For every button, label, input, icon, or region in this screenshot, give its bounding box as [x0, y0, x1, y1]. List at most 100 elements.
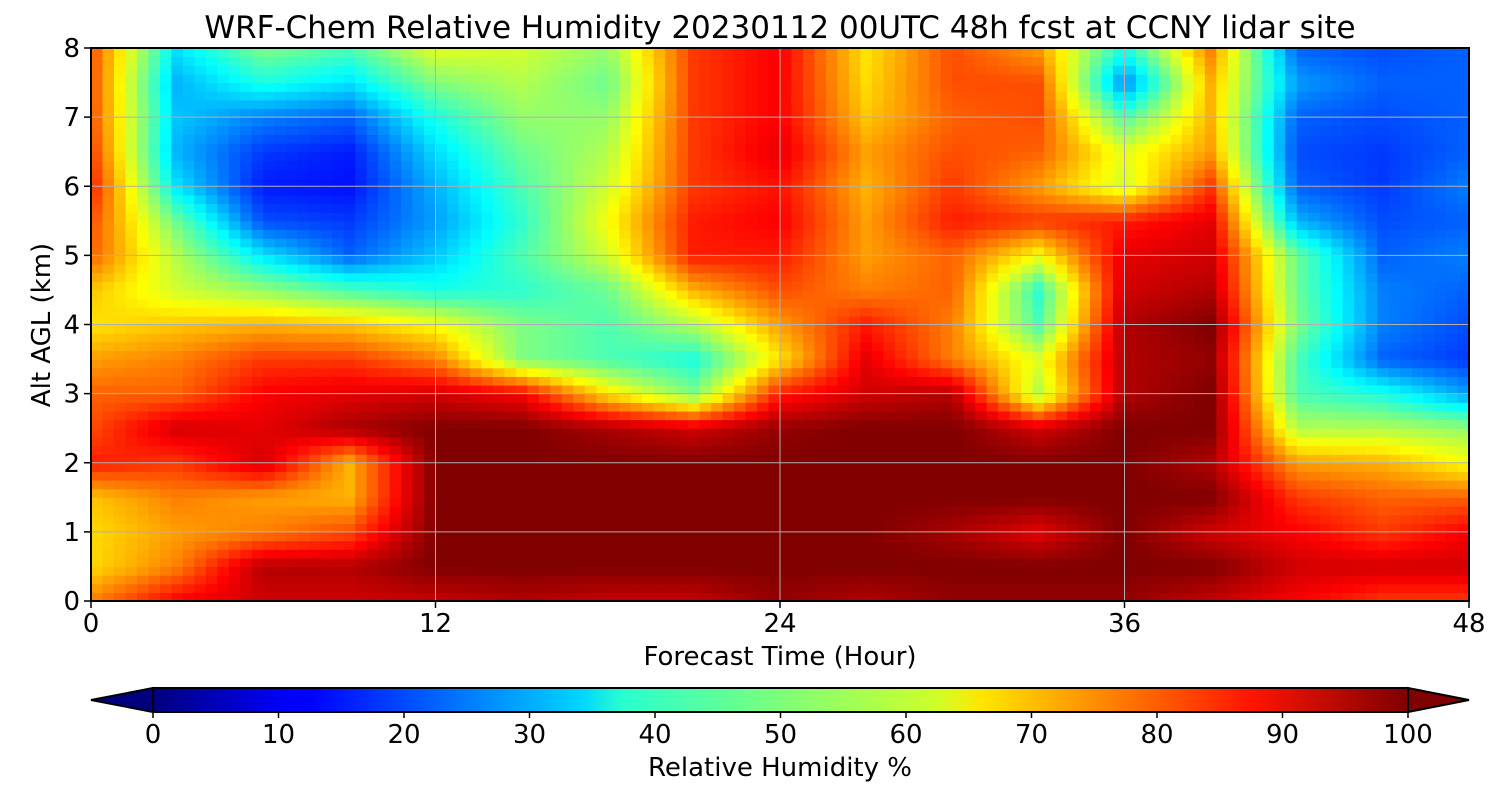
- heatmap-cell: [550, 272, 563, 282]
- heatmap-cell: [332, 402, 345, 412]
- heatmap-cell: [240, 428, 253, 438]
- heatmap-cell: [378, 540, 391, 550]
- heatmap-cell: [1262, 315, 1275, 326]
- heatmap-cell: [1216, 376, 1229, 386]
- heatmap-cell: [676, 246, 689, 256]
- heatmap-cell: [136, 298, 150, 308]
- heatmap-cell: [642, 436, 655, 447]
- heatmap-cell: [963, 315, 976, 326]
- heatmap-cell: [332, 350, 345, 360]
- heatmap-cell: [1055, 255, 1068, 265]
- heatmap-cell: [1239, 376, 1252, 386]
- heatmap-cell: [1354, 264, 1367, 274]
- heatmap-cell: [424, 281, 437, 291]
- heatmap-cell: [768, 419, 781, 429]
- heatmap-cell: [630, 531, 643, 542]
- heatmap-cell: [309, 281, 322, 291]
- heatmap-cell: [1147, 505, 1160, 516]
- heatmap-cell: [1181, 410, 1194, 421]
- heatmap-cell: [1193, 410, 1206, 421]
- heatmap-cell: [791, 324, 804, 334]
- heatmap-cell: [607, 264, 620, 274]
- heatmap-cell: [1147, 333, 1160, 343]
- heatmap-cell: [745, 540, 758, 550]
- heatmap-cell: [481, 575, 494, 585]
- heatmap-cell: [837, 480, 850, 490]
- heatmap-cell: [217, 419, 230, 429]
- heatmap-cell: [1331, 298, 1344, 308]
- heatmap-cell: [194, 341, 207, 352]
- heatmap-cell: [1113, 445, 1126, 455]
- heatmap-cell: [630, 575, 643, 585]
- heatmap-cell: [1342, 384, 1355, 395]
- heatmap-cell: [205, 264, 218, 274]
- heatmap-cell: [148, 341, 161, 352]
- heatmap-cell: [297, 298, 310, 308]
- heatmap-cell: [791, 480, 804, 490]
- heatmap-cell: [1204, 393, 1217, 403]
- heatmap-cell: [791, 238, 804, 248]
- heatmap-cell: [435, 350, 448, 360]
- heatmap-cell: [963, 566, 976, 576]
- heatmap-cell: [550, 393, 563, 403]
- heatmap-cell: [825, 359, 839, 369]
- heatmap-cell: [584, 359, 597, 369]
- heatmap-cell: [320, 557, 333, 568]
- heatmap-cell: [1342, 350, 1355, 360]
- heatmap-cell: [1113, 315, 1126, 326]
- heatmap-cell: [1009, 307, 1022, 317]
- heatmap-cell: [734, 531, 747, 542]
- heatmap-cell: [458, 540, 471, 550]
- heatmap-cell: [113, 324, 127, 334]
- heatmap-cell: [1388, 410, 1401, 421]
- heatmap-cell: [871, 307, 884, 317]
- heatmap-cell: [1365, 575, 1378, 585]
- heatmap-cell: [469, 575, 483, 585]
- heatmap-cell: [883, 307, 896, 317]
- heatmap-cell: [389, 376, 402, 386]
- heatmap-cell: [1239, 497, 1252, 507]
- heatmap-cell: [1354, 393, 1367, 403]
- heatmap-cell: [757, 531, 770, 542]
- heatmap-cell: [1055, 557, 1068, 568]
- heatmap-cell: [1388, 454, 1401, 464]
- heatmap-cell: [136, 367, 150, 377]
- heatmap-cell: [446, 428, 460, 438]
- heatmap-cell: [1078, 428, 1091, 438]
- heatmap-cell: [791, 410, 804, 421]
- heatmap-cell: [906, 575, 919, 585]
- heatmap-cell: [1388, 307, 1401, 317]
- heatmap-cell: [848, 540, 861, 550]
- heatmap-cell: [1078, 246, 1091, 256]
- heatmap-cell: [986, 480, 999, 490]
- heatmap-cell: [1262, 428, 1275, 438]
- heatmap-cell: [1411, 376, 1424, 386]
- heatmap-cell: [1354, 307, 1367, 317]
- heatmap-cell: [722, 471, 735, 481]
- heatmap-cell: [780, 454, 793, 464]
- heatmap-cell: [91, 255, 104, 265]
- heatmap-cell: [561, 575, 574, 585]
- heatmap-cell: [1009, 549, 1022, 559]
- heatmap-cell: [860, 307, 873, 317]
- heatmap-cell: [1101, 531, 1114, 542]
- heatmap-cell: [1296, 272, 1309, 282]
- heatmap-cell: [894, 462, 907, 472]
- heatmap-cell: [780, 272, 793, 282]
- heatmap-cell: [1434, 445, 1447, 455]
- heatmap-cell: [171, 359, 184, 369]
- heatmap-cell: [217, 575, 230, 585]
- heatmap-cell: [1101, 514, 1114, 524]
- heatmap-cell: [205, 488, 218, 498]
- heatmap-cell: [722, 281, 735, 291]
- heatmap-cell: [596, 350, 609, 360]
- heatmap-cell: [550, 557, 563, 568]
- heatmap-cell: [274, 367, 287, 377]
- heatmap-cell: [182, 505, 195, 516]
- heatmap-cell: [963, 523, 976, 533]
- heatmap-cell: [1181, 505, 1194, 516]
- heatmap-cell: [1239, 480, 1252, 490]
- heatmap-cell: [355, 523, 368, 533]
- heatmap-cell: [1331, 350, 1344, 360]
- heatmap-cell: [458, 333, 471, 343]
